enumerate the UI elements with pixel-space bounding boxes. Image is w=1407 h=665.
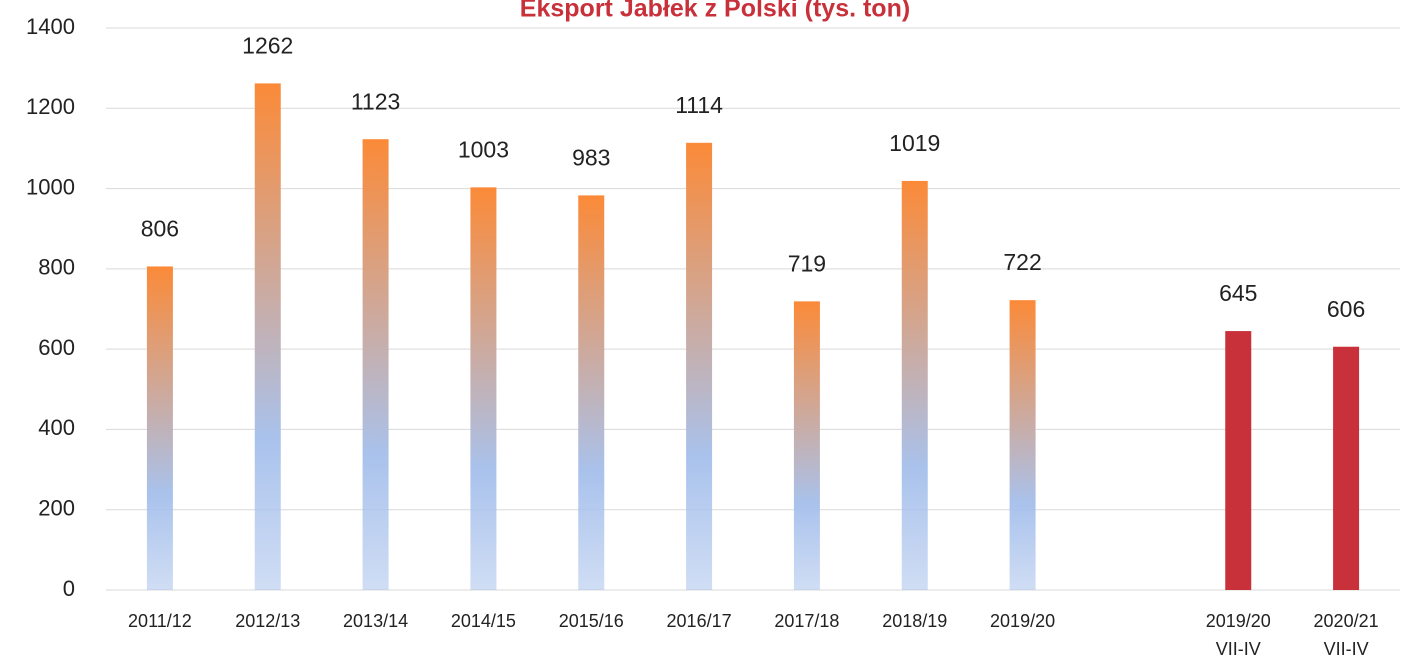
x-tick-label: 2018/19 [882, 611, 947, 631]
value-label: 1003 [458, 136, 509, 162]
x-tick-label: 2014/15 [451, 611, 516, 631]
bar [901, 180, 928, 591]
value-label: 1019 [889, 130, 940, 156]
y-tick-label: 1000 [26, 174, 75, 199]
value-label: 806 [141, 216, 179, 242]
bar [470, 187, 497, 591]
x-tick-label: 2017/18 [774, 611, 839, 631]
bar [578, 195, 605, 590]
y-tick-label: 200 [38, 496, 75, 521]
value-label: 606 [1327, 296, 1365, 322]
bar [1009, 300, 1036, 590]
x-tick-label: 2013/14 [343, 611, 408, 631]
value-label: 722 [1003, 249, 1041, 275]
value-label: 1114 [675, 92, 723, 118]
x-tick-label: 2011/12 [128, 611, 192, 631]
x-tick-label: 2020/21 VII-IV [1314, 611, 1379, 659]
value-label: 983 [572, 144, 610, 170]
y-tick-label: 400 [38, 415, 75, 440]
value-label: 1262 [242, 32, 293, 58]
value-label: 645 [1219, 280, 1257, 306]
y-tick-label: 600 [38, 335, 75, 360]
value-label: 1123 [351, 88, 400, 114]
value-label: 719 [788, 250, 826, 276]
y-tick-label: 800 [38, 255, 75, 280]
bar [146, 266, 173, 590]
x-tick-label: 2019/20 [990, 611, 1055, 631]
bar [1333, 346, 1360, 590]
bar [686, 142, 713, 590]
x-tick-label: 2016/17 [667, 611, 732, 631]
bar [254, 83, 281, 590]
y-tick-label: 1200 [26, 94, 75, 119]
chart-title: Eksport Jabłek z Polski (tys. ton) [520, 0, 910, 23]
bar [362, 139, 389, 590]
x-tick-label: 2012/13 [235, 611, 300, 631]
y-tick-label: 1400 [26, 14, 75, 39]
y-tick-label: 0 [63, 576, 75, 601]
x-tick-label: 2015/16 [559, 611, 624, 631]
bar [1225, 331, 1252, 590]
x-tick-label: 2019/20 VII-IV [1206, 611, 1271, 659]
bar [793, 301, 820, 590]
